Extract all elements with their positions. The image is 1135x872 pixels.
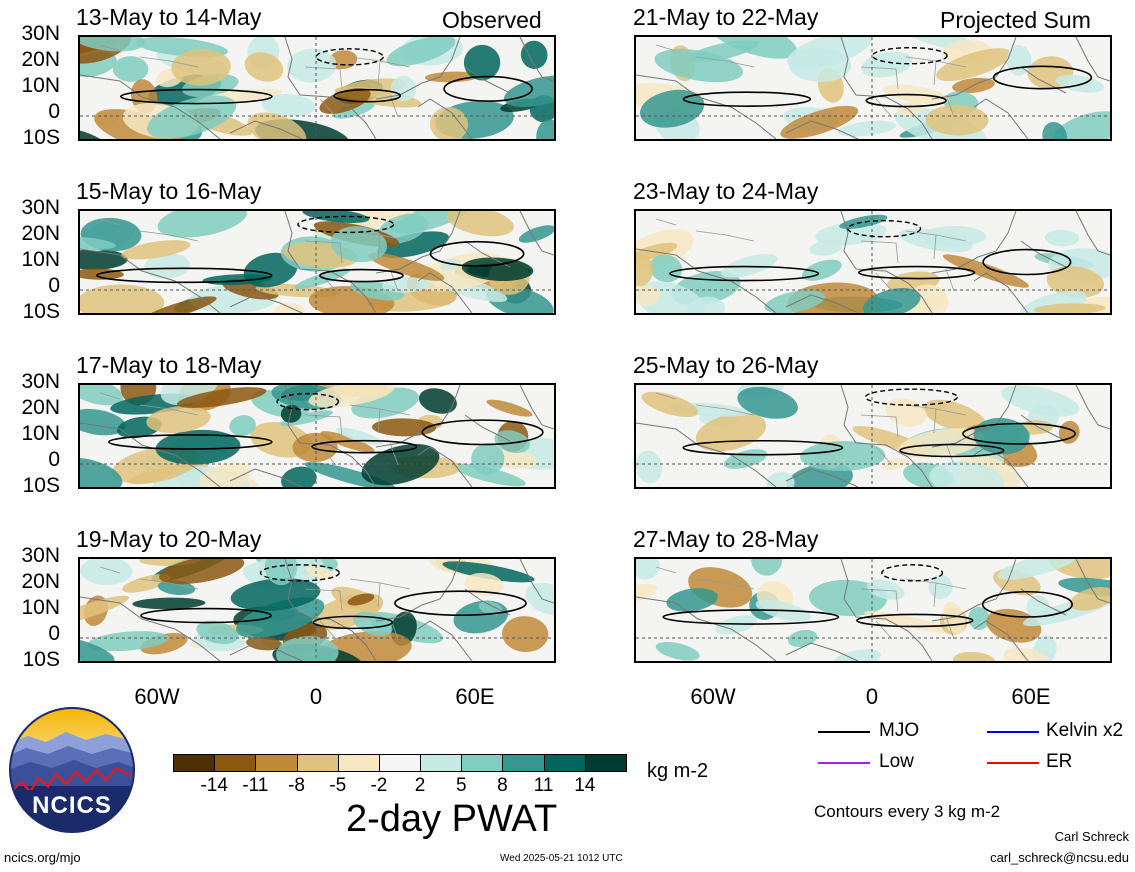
panel-title-7: 19-May to 20-May [76,526,262,552]
panel-tag-observed: Observed [442,7,542,33]
legend-mjo-label: MJO [879,720,920,741]
lat-label: 20N [21,570,60,593]
colorbar-swatch [337,754,380,772]
panel-title-6: 25-May to 26-May [633,352,819,378]
footer-url[interactable]: ncics.org/mjo [4,850,81,865]
colorbar-swatch [378,754,422,772]
colorbar-tick-label: -14 [200,775,228,796]
lat-label: 10S [22,474,60,497]
lat-label: 30N [21,196,60,219]
lat-label: 10N [21,596,60,619]
legend-kelvin-label: Kelvin x2 [1046,720,1124,741]
legend-low-line [818,762,870,764]
logo-text: NCICS [32,792,112,819]
panel-title-8: 27-May to 28-May [633,526,819,552]
colorbar-tick-label: 5 [455,775,467,796]
colorbar-tick-label: -2 [370,775,388,796]
panel-title-2: 21-May to 22-May [633,4,819,30]
panel-title-4: 23-May to 24-May [633,178,819,204]
colorbar-swatch [461,754,504,772]
pwat-map [80,385,554,487]
map-panel-2 [634,35,1112,141]
colorbar-swatch [502,754,545,772]
lon-label: 0 [865,684,879,709]
lat-axis-row-1: 30N 20N 10N 0 10S [0,20,70,160]
colorbar-tick-label: 2 [414,775,426,796]
lat-label: 10N [21,422,60,445]
lat-label: 0 [48,100,60,123]
colorbar-tick-label: -11 [242,775,269,796]
lat-axis-row-4: 30N 20N 10N 0 10S [0,542,70,682]
colorbar-swatch [214,754,257,772]
legend-er-line [987,762,1039,764]
lat-axis-row-3: 30N 20N 10N 0 10S [0,368,70,508]
pwat-map [636,211,1110,313]
legend-mjo-line [818,731,870,733]
legend-low-label: Low [879,751,914,772]
footer-timestamp: Wed 2025-05-21 1012 UTC [500,853,623,864]
colorbar-swatch [584,754,627,772]
pwat-map [636,385,1110,487]
pwat-map [636,37,1110,139]
panel-title-5: 17-May to 18-May [76,352,262,378]
lat-label: 30N [21,22,60,45]
lat-label: 0 [48,622,60,645]
lat-label: 0 [48,448,60,471]
lon-label: 0 [309,684,323,709]
colorbar-swatch [543,754,586,772]
lat-axis-row-2: 30N 20N 10N 0 10S [0,194,70,334]
map-panel-1 [78,35,556,141]
contour-note: Contours every 3 kg m-2 [814,802,1001,821]
colorbar-tick-label: 8 [497,775,508,796]
lat-label: 20N [21,48,60,71]
legend-er-label: ER [1046,751,1073,772]
colorbar-tick-label: -5 [329,775,347,796]
colorbar-swatch [420,754,463,772]
lat-label: 20N [21,222,60,245]
colorbar-labels: -14 -11 -8 -5 -2 2 5 8 11 14 [173,775,626,799]
lat-label: 10N [21,248,60,271]
lon-label: 60E [1011,684,1051,709]
legend-kelvin-line [987,731,1039,733]
colorbar-tick-label: 11 [533,775,554,796]
colorbar-swatch [296,754,339,772]
lon-label: 60E [455,684,495,709]
colorbar-title: 2-day PWAT [346,798,558,840]
lat-label: 10S [22,648,60,671]
lon-label: 60W [134,684,180,709]
lat-label: 30N [21,370,60,393]
map-panel-6 [634,383,1112,489]
map-panel-3 [78,209,556,315]
map-panel-8 [634,557,1112,663]
colorbar-tick-label: 14 [574,775,596,796]
panel-title-1: 13-May to 14-May [76,4,262,30]
colorbar-units: kg m-2 [647,760,709,782]
lat-label: 30N [21,544,60,567]
lat-label: 10S [22,300,60,323]
map-panel-5 [78,383,556,489]
colorbar-tick-label: -8 [288,775,305,796]
pwat-map [636,559,1110,661]
lon-label: 60W [690,684,736,709]
lat-label: 10S [22,126,60,149]
footer-email[interactable]: carl_schreck@ncsu.edu [990,850,1129,865]
pwat-map [80,559,554,661]
colorbar-swatch [255,754,298,772]
pwat-map [80,37,554,139]
panel-tag-projected: Projected Sum [940,7,1091,33]
lat-label: 10N [21,74,60,97]
panel-title-3: 15-May to 16-May [76,178,262,204]
lat-label: 20N [21,396,60,419]
map-panel-4 [634,209,1112,315]
map-panel-7 [78,557,556,663]
colorbar-swatch [173,754,216,772]
footer-author: Carl Schreck [1054,829,1129,844]
colorbar [173,754,627,772]
lat-label: 0 [48,274,60,297]
ncics-logo[interactable]: NCICS [8,706,136,834]
pwat-map [80,211,554,313]
